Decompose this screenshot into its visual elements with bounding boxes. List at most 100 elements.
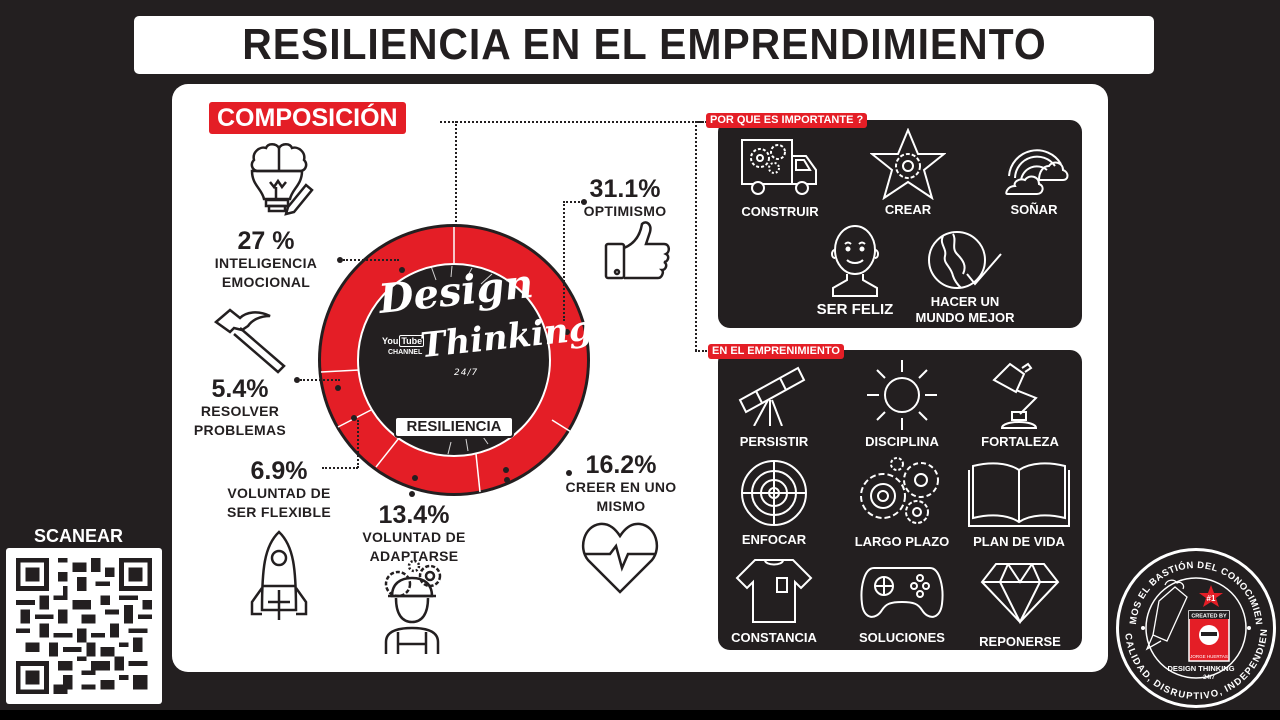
entre-item-label: FORTALEZA xyxy=(981,434,1059,449)
design-thinking-badge: SOMOS EL BASTIÓN DEL CONOCIMIENTO DE CAL… xyxy=(1115,543,1276,708)
connector-line xyxy=(695,121,697,351)
telescope-icon xyxy=(738,366,806,426)
rainbow-cloud-icon xyxy=(1005,149,1069,195)
percent-item-adaptarse: 13.4% VOLUNTAD DE ADAPTARSE xyxy=(346,502,482,566)
percent-value: 27 % xyxy=(237,227,295,255)
entre-item-label: PERSISTIR xyxy=(739,434,809,449)
globe-check-icon xyxy=(928,231,1002,289)
why-item-label: SOÑAR xyxy=(1010,202,1058,217)
why-item-label: CONSTRUIR xyxy=(741,204,819,219)
gears-icon xyxy=(860,457,939,524)
connector-line xyxy=(695,121,707,123)
percent-label: MISMO xyxy=(596,498,646,514)
entre-item-plan-de-vida: PLAN DE VIDA xyxy=(962,460,1076,550)
hammer-icon xyxy=(213,308,286,374)
entre-item-fortaleza: FORTALEZA xyxy=(970,360,1070,450)
connector-dot xyxy=(294,377,300,383)
percent-value: 31.1% xyxy=(589,175,661,203)
badge-brand-sub: 24/7 xyxy=(1203,675,1215,681)
thumbs-up-icon xyxy=(604,221,670,280)
badge-emblem: SOMOS EL BASTIÓN DEL CONOCIMIENTO DE CAL… xyxy=(1115,543,1270,702)
why-item-sonar: SOÑAR xyxy=(984,136,1084,218)
percent-value: 16.2% xyxy=(585,451,657,479)
entre-item-persistir: PERSISTIR xyxy=(724,360,824,450)
qr-code[interactable] xyxy=(6,548,162,704)
badge-created-by: CREATED BY xyxy=(1191,614,1227,620)
connector-line xyxy=(563,201,565,321)
percent-label: VOLUNTAD DE xyxy=(227,485,331,501)
percent-label: INTELIGENCIA xyxy=(214,255,318,271)
connector-dot xyxy=(566,470,572,476)
percent-label: RESOLVER xyxy=(200,403,280,419)
star-gear-icon xyxy=(870,128,946,200)
percent-value: 13.4% xyxy=(378,501,450,529)
scan-label: SCANEAR xyxy=(34,526,124,546)
why-important-tag: POR QUE ES IMPORTANTE ? xyxy=(706,113,868,128)
percent-label: ADAPTARSE xyxy=(369,548,459,564)
connector-line xyxy=(322,467,358,469)
entre-item-label: DISCIPLINA xyxy=(865,434,939,449)
desk-lamp-icon xyxy=(992,362,1038,429)
open-book-icon xyxy=(968,462,1070,527)
entre-item-label: ENFOCAR xyxy=(741,532,807,547)
entrepreneurship-tag: EN EL EMPRENIMIENTO xyxy=(708,344,844,359)
connector-dot xyxy=(409,491,415,497)
connector-line xyxy=(300,379,340,381)
percent-item-optimismo: 31.1% OPTIMISMO xyxy=(570,176,680,221)
entre-item-largo-plazo: LARGO PLAZO xyxy=(842,456,962,550)
truck-gears-icon xyxy=(741,139,817,195)
resiliencia-label: RESILIENCIA xyxy=(394,416,514,438)
entre-item-enfocar: ENFOCAR xyxy=(724,458,824,548)
percent-item-inteligencia: 27 % INTELIGENCIA EMOCIONAL xyxy=(196,228,336,292)
percent-label: SER FLEXIBLE xyxy=(227,504,331,520)
entre-item-label: SOLUCIONES xyxy=(859,630,945,645)
percent-label: CREER EN UNO xyxy=(565,479,677,495)
entre-item-disciplina: DISCIPLINA xyxy=(846,358,958,450)
target-icon xyxy=(741,460,807,526)
rocket-icon xyxy=(250,530,308,620)
badge-rank: #1 xyxy=(1207,594,1216,603)
tshirt-icon xyxy=(735,559,813,623)
qr-code-pattern xyxy=(16,558,152,694)
why-item-mundo-mejor: HACER UN MUNDO MEJOR xyxy=(896,230,1034,326)
page-title-text: RESILIENCIA EN EL EMPRENDIMIENTO xyxy=(241,20,1047,69)
connector-dot xyxy=(581,199,587,205)
percent-value: 6.9% xyxy=(250,457,308,485)
entre-item-label: PLAN DE VIDA xyxy=(973,534,1065,549)
why-item-label: MUNDO MEJOR xyxy=(915,310,1015,325)
resilience-donut-chart xyxy=(318,224,590,496)
sun-icon xyxy=(867,360,937,430)
percent-value: 5.4% xyxy=(211,375,269,403)
connector-line xyxy=(440,121,702,123)
entre-item-soluciones: SOLUCIONES xyxy=(844,562,960,646)
worker-gears-icon xyxy=(384,560,442,654)
percent-item-resolver: 5.4% RESOLVER PROBLEMAS xyxy=(188,376,292,440)
smiling-face-icon xyxy=(831,225,879,297)
percent-label: VOLUNTAD DE xyxy=(362,529,466,545)
connector-dot xyxy=(337,257,343,263)
entre-item-label: REPONERSE xyxy=(979,634,1061,649)
youtube-tube: Tube xyxy=(399,335,425,347)
percent-label: EMOCIONAL xyxy=(221,274,311,290)
badge-author: JORGE HUERTAS xyxy=(1190,654,1228,659)
percent-item-creer: 16.2% CREER EN UNO MISMO xyxy=(546,452,696,516)
connector-dot xyxy=(503,467,509,473)
entre-item-label: LARGO PLAZO xyxy=(854,534,950,549)
page-title: RESILIENCIA EN EL EMPRENDIMIENTO xyxy=(134,16,1154,74)
connector-line xyxy=(343,259,399,261)
percent-label: OPTIMISMO xyxy=(583,203,667,219)
why-item-ser-feliz: SER FELIZ xyxy=(798,222,912,318)
connector-line xyxy=(455,121,457,261)
connector-line xyxy=(563,201,583,203)
why-item-label: SER FELIZ xyxy=(816,301,894,318)
why-item-label: HACER UN xyxy=(930,294,1000,309)
percent-item-flexible: 6.9% VOLUNTAD DE SER FLEXIBLE xyxy=(214,458,344,522)
percent-label: PROBLEMAS xyxy=(193,422,287,438)
entre-item-constancia: CONSTANCIA xyxy=(716,558,832,646)
hours-label: 24/7 xyxy=(454,368,479,378)
entrepreneurship-box xyxy=(718,350,1082,650)
entre-item-label: CONSTANCIA xyxy=(731,630,817,645)
composition-tag: COMPOSICIÓN xyxy=(209,102,406,134)
why-item-crear: CREAR xyxy=(858,128,958,218)
